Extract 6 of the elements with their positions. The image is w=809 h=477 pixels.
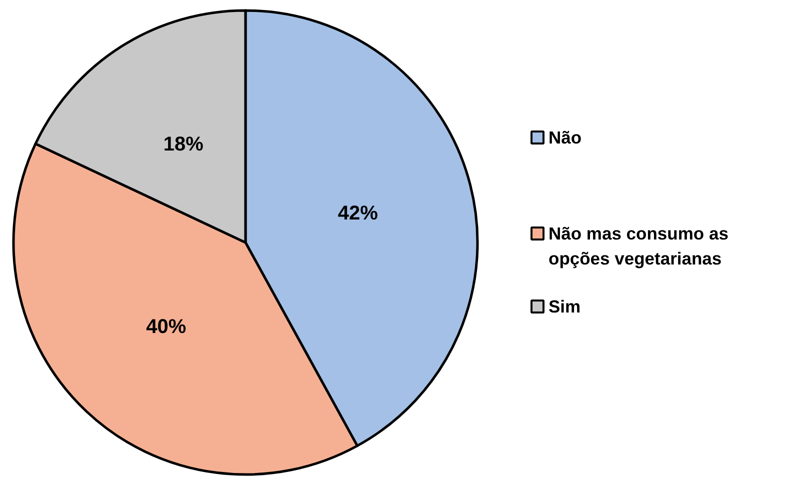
legend-label: Sim (548, 296, 581, 316)
data-label: 18% (163, 134, 204, 156)
data-label: 40% (146, 316, 186, 338)
legend-label: Não mas consumo as opções vegetarianas (548, 224, 729, 268)
legend-label: Não (548, 128, 582, 148)
data-label: 42% (338, 202, 378, 225)
